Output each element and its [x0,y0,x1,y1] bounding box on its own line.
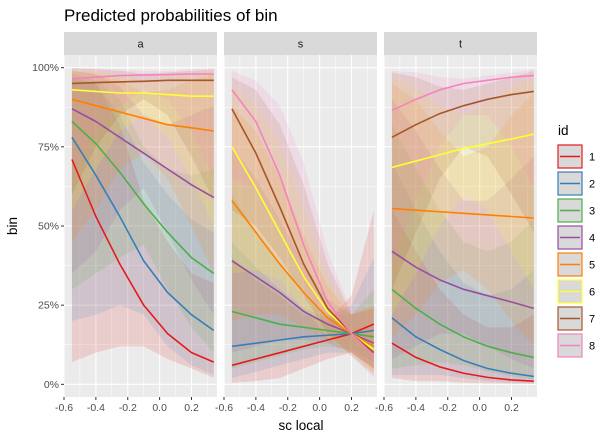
line-id-7 [71,79,214,85]
ribbon-id-7 [231,77,374,375]
line-id-5 [71,98,214,132]
line-id-8 [391,74,534,112]
line-id-5 [391,207,534,219]
gridlines [383,55,537,397]
x-tick-label: 0.0 [472,402,487,414]
ribbon-id-1 [391,210,534,385]
facet-strip-label: s [298,39,304,51]
ribbon-id-4 [391,99,534,369]
line-id-4 [71,108,215,199]
x-tick-label: -0.4 [407,402,425,414]
y-tick-label: 50% [38,221,59,233]
ribbon-id-1 [231,210,374,383]
x-axis-a: -0.6 -0.4 -0.2 0.0 0.2 [55,397,199,414]
x-axis-title: sc local [278,418,323,433]
ribbon-id-2 [391,162,534,384]
facet-strip-label: t [459,39,462,51]
legend-label: 5 [589,260,595,272]
x-tick-label: -0.2 [119,402,137,414]
legend-item-1: 1 [557,144,595,169]
line-id-6 [71,89,214,97]
facet-strip [384,32,537,55]
y-tick-label: 25% [38,300,59,312]
ribbon-id-2 [71,77,214,375]
ribbon-id-4 [71,70,214,315]
legend-item-5: 5 [557,252,595,277]
facet-panel-s: s [223,32,377,397]
legend-label: 6 [589,287,595,299]
x-tick-label: -0.2 [279,402,297,414]
legend-item-4: 4 [557,225,595,250]
facet-panel-t: t [383,32,537,397]
y-axis: 0% 25% 50% 75% 100% [32,62,64,391]
series-lines [71,73,215,363]
x-tick-label: -0.6 [215,402,233,414]
line-id-8 [231,89,375,357]
legend-label: 2 [589,179,595,191]
line-id-1 [71,159,215,363]
x-tick-label: -0.6 [375,402,393,414]
y-tick-label: 0% [44,379,59,391]
legend-title: id [558,123,569,138]
line-id-2 [71,136,215,332]
x-tick-label: -0.2 [439,402,457,414]
confidence-ribbons [71,67,214,378]
line-id-4 [391,250,535,310]
ribbon-id-7 [71,68,214,201]
x-axis-s: -0.6 -0.4 -0.2 0.0 0.2 [215,397,359,414]
ribbon-id-7 [391,70,534,290]
line-id-6 [391,133,534,169]
line-id-1 [391,342,534,382]
series-lines [391,74,535,382]
line-id-7 [391,90,534,139]
legend-label: 8 [589,341,595,353]
legend-label: 3 [589,206,595,218]
legend-label: 1 [589,152,595,164]
y-tick-label: 75% [38,141,59,153]
legend-item-7: 7 [557,306,595,331]
line-id-3 [391,288,534,359]
legend-item-2: 2 [557,171,595,196]
ribbon-id-6 [231,86,374,375]
x-tick-label: -0.4 [87,402,105,414]
facet-strip [224,32,377,55]
ribbon-id-5 [391,83,534,347]
facet-strip-label: a [137,39,144,51]
ribbon-id-5 [231,105,374,372]
facet-panel-a: a [63,32,217,397]
x-tick-label: 0.2 [504,402,519,414]
x-axis-t: -0.6 -0.4 -0.2 0.0 0.2 [375,397,519,414]
x-tick-label: -0.4 [247,402,265,414]
y-tick-label: 100% [32,62,59,74]
confidence-ribbons [391,69,534,385]
chart-title: Predicted probabilities of bin [64,6,278,25]
y-axis-title: bin [5,217,20,235]
x-tick-label: 0.2 [184,402,199,414]
line-id-2 [391,317,534,378]
legend-item-3: 3 [557,198,595,223]
ribbon-id-8 [391,69,534,264]
ribbon-id-3 [71,74,214,353]
x-axes: -0.6 -0.4 -0.2 0.0 0.2 -0.6 -0.4 -0.2 0.0 0.2 -0.6… [55,397,519,414]
legend-label: 7 [589,314,595,326]
series-lines [231,89,375,367]
legend-label: 4 [589,233,595,245]
x-tick-label: 0.2 [344,402,359,414]
ribbon-id-6 [391,77,534,315]
ribbon-id-4 [231,146,374,369]
facet-strip [64,32,217,55]
line-id-8 [71,73,214,80]
x-tick-label: -0.6 [55,402,73,414]
x-tick-label: 0.0 [312,402,327,414]
legend-item-8: 8 [557,333,595,358]
ribbon-id-5 [71,70,214,274]
line-id-3 [71,120,215,275]
x-tick-label: 0.0 [152,402,167,414]
ribbon-id-1 [71,80,214,378]
legend: id 1 2 3 4 5 6 7 8 [557,123,595,358]
legend-item-6: 6 [557,279,595,304]
